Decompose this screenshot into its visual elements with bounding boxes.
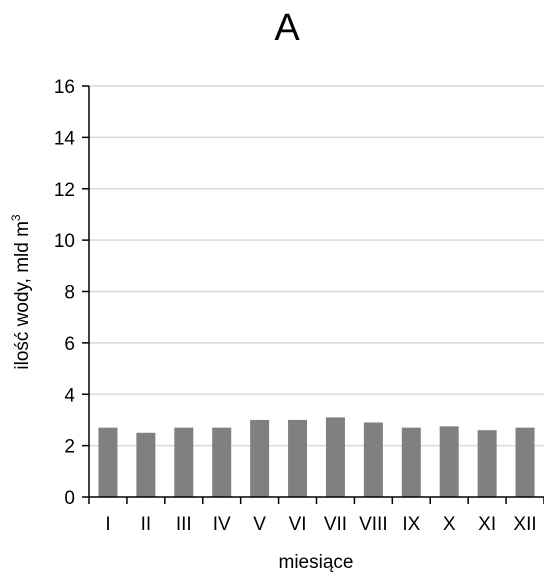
y-tick-label: 14: [54, 128, 76, 149]
y-axis-ticks: 0 2 4 6 8 10 12 14 16: [54, 77, 89, 509]
y-axis-label-superscript: 3: [9, 214, 23, 221]
bar-VI: [288, 419, 308, 497]
bar-X: [439, 426, 459, 497]
y-tick-label: 6: [64, 334, 75, 355]
chart-title: A: [274, 7, 300, 49]
y-tick-label: 10: [54, 231, 75, 252]
x-tick-label: XI: [478, 514, 496, 535]
bar-VII: [325, 417, 345, 497]
x-axis-ticks: I II III IV V VI VII VIII IX X XI XII: [88, 497, 544, 535]
y-tick-label: 4: [64, 385, 75, 406]
x-tick-label: I: [105, 514, 110, 535]
bar-XII: [515, 427, 535, 497]
y-axis-label: ilość wody, mld m3: [9, 214, 33, 370]
x-tick-label: VII: [324, 514, 347, 535]
x-tick-label: V: [253, 514, 266, 535]
y-tick-label: 2: [64, 437, 75, 458]
bar-III: [174, 427, 194, 497]
bar-II: [136, 432, 156, 497]
y-tick-label: 0: [64, 488, 75, 509]
x-tick-label: VI: [289, 514, 307, 535]
y-tick-label: 12: [54, 180, 75, 201]
bar-V: [250, 419, 270, 497]
bar-IV: [212, 427, 232, 497]
x-tick-label: VIII: [359, 514, 388, 535]
y-tick-label: 8: [64, 283, 75, 304]
gridlines: [89, 85, 544, 447]
bar-VIII: [363, 422, 383, 497]
x-tick-label: II: [141, 514, 152, 535]
bar-IX: [401, 427, 421, 497]
bar-XI: [477, 430, 497, 497]
x-tick-label: X: [443, 514, 456, 535]
bar-I: [98, 427, 118, 497]
y-tick-label: 16: [54, 77, 75, 98]
x-tick-label: IV: [213, 514, 231, 535]
x-tick-label: III: [176, 514, 192, 535]
y-axis-label-text: ilość wody, mld m: [12, 221, 33, 370]
x-axis-label: miesiące: [279, 552, 354, 573]
x-tick-label: IX: [402, 514, 420, 535]
bars: [98, 417, 535, 497]
x-tick-label: XII: [513, 514, 536, 535]
